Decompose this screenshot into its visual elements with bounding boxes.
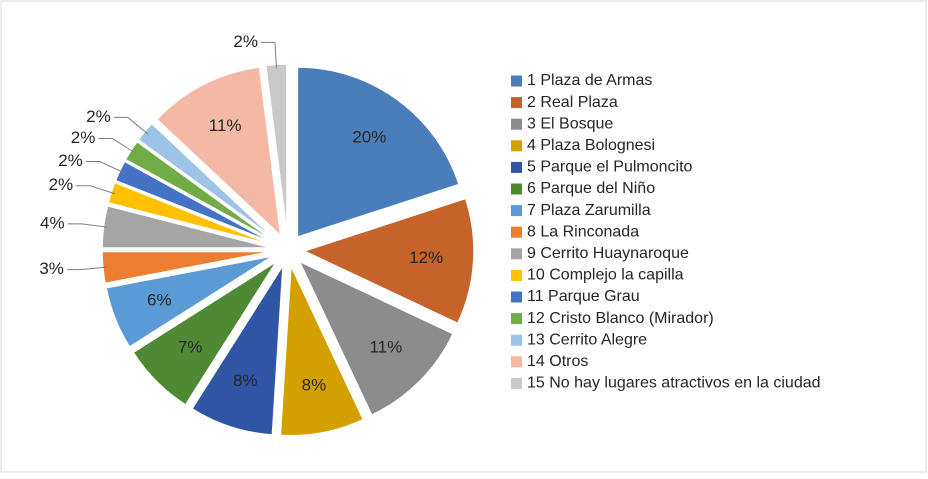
legend-swatch xyxy=(511,291,522,303)
legend-swatch xyxy=(511,97,522,109)
pie-slice xyxy=(279,265,365,437)
legend-label: 9 Cerrito Huaynaroque xyxy=(527,245,689,262)
pie-slice xyxy=(105,255,274,349)
data-label: 2% xyxy=(86,107,111,126)
leader-line xyxy=(260,41,278,69)
leader-line xyxy=(113,116,149,135)
legend-label: 7 Plaza Zarumilla xyxy=(527,202,651,219)
legend-swatch xyxy=(511,313,522,325)
pie-slice xyxy=(301,197,475,325)
legend-label: 3 El Bosque xyxy=(527,115,613,132)
legend-swatch xyxy=(511,377,522,389)
data-label: 3% xyxy=(39,259,64,278)
leader-line xyxy=(76,185,116,195)
data-label: 11% xyxy=(209,116,242,135)
legend-label: 13 Cerrito Alegre xyxy=(527,331,647,348)
legend-label: 1 Plaza de Armas xyxy=(527,72,652,89)
data-label: 7% xyxy=(178,337,203,356)
legend-label: 15 No hay lugares atractivos en la ciuda… xyxy=(527,375,821,392)
leader-line xyxy=(98,138,135,153)
legend-swatch xyxy=(511,269,522,281)
legend-label: 4 Plaza Bolognesi xyxy=(527,137,655,154)
legend-swatch xyxy=(511,226,522,238)
data-label: 2% xyxy=(71,128,96,147)
leader-line xyxy=(67,223,108,228)
data-label: 2% xyxy=(49,175,74,194)
legend-label: 12 Cristo Blanco (Mirador) xyxy=(527,310,714,327)
legend-label: 2 Real Plaza xyxy=(527,94,618,111)
legend-label: 5 Parque el Pulmoncito xyxy=(527,159,693,176)
data-label: 2% xyxy=(233,32,258,51)
legend-swatch xyxy=(511,140,522,152)
data-label: 8% xyxy=(233,371,258,390)
legend-swatch xyxy=(511,75,522,87)
legend-swatch xyxy=(511,356,522,368)
leader-line xyxy=(66,266,107,271)
data-label: 4% xyxy=(40,213,65,232)
legend-label: 14 Otros xyxy=(527,353,588,370)
legend-label: 11 Parque Grau xyxy=(527,288,640,305)
leader-line xyxy=(85,160,124,173)
legend-label: 6 Parque del Niño xyxy=(527,180,655,197)
legend-swatch xyxy=(511,248,522,260)
legend-swatch xyxy=(511,118,522,130)
data-label: 12% xyxy=(409,248,443,267)
legend-swatch xyxy=(511,183,522,195)
data-label: 2% xyxy=(58,151,83,170)
data-label: 11% xyxy=(369,337,402,356)
legend-swatch xyxy=(511,205,522,217)
legend-label: 8 La Rinconada xyxy=(527,223,639,240)
pie-slice xyxy=(297,259,455,417)
legend-label: 10 Complejo la capilla xyxy=(527,267,684,284)
data-label: 20% xyxy=(352,128,386,147)
legend-swatch xyxy=(511,334,522,346)
pie-slice xyxy=(132,260,278,406)
legend-swatch xyxy=(511,161,522,173)
data-label: 6% xyxy=(147,290,172,309)
pie-slice xyxy=(296,66,461,239)
pie-slice xyxy=(155,66,282,238)
pie-slice xyxy=(190,264,284,436)
data-label: 8% xyxy=(302,375,327,394)
